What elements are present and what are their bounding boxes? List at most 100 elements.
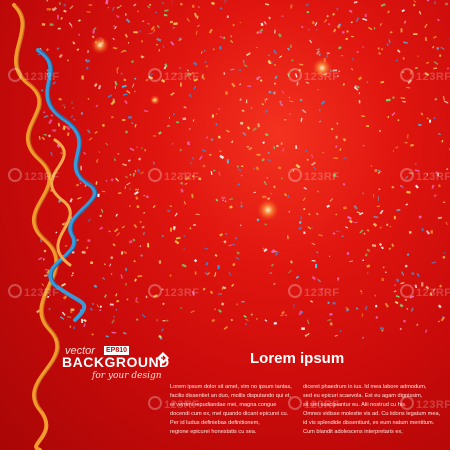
confetti-piece xyxy=(335,335,338,337)
confetti-piece xyxy=(431,261,436,264)
confetti-piece xyxy=(366,264,370,267)
confetti-piece xyxy=(257,123,260,127)
confetti-piece xyxy=(379,130,381,132)
confetti-piece xyxy=(256,154,260,156)
confetti-piece xyxy=(223,240,226,243)
confetti-piece xyxy=(429,120,431,123)
confetti-piece xyxy=(405,203,408,205)
confetti-piece xyxy=(146,195,149,198)
confetti-piece xyxy=(153,135,156,136)
confetti-piece xyxy=(240,224,242,226)
watermark: 123RF xyxy=(288,68,340,83)
confetti-piece xyxy=(305,150,307,151)
confetti-piece xyxy=(180,189,183,193)
confetti-piece xyxy=(362,46,364,47)
confetti-piece xyxy=(115,309,117,311)
confetti-piece xyxy=(427,0,430,2)
confetti-piece xyxy=(363,145,365,147)
confetti-piece xyxy=(264,319,267,322)
confetti-piece xyxy=(307,159,309,161)
confetti-piece xyxy=(174,240,179,244)
confetti-piece xyxy=(189,227,191,229)
confetti-piece xyxy=(330,198,333,202)
confetti-piece xyxy=(392,97,394,99)
confetti-piece xyxy=(326,205,330,208)
confetti-piece xyxy=(245,323,246,325)
confetti-piece xyxy=(43,111,45,113)
confetti-piece xyxy=(380,81,384,84)
confetti-piece xyxy=(432,46,435,49)
confetti-piece xyxy=(217,265,219,269)
confetti-piece xyxy=(372,244,376,247)
confetti-piece xyxy=(70,115,73,118)
confetti-piece xyxy=(341,236,343,237)
confetti-piece xyxy=(153,29,155,33)
confetti-piece xyxy=(437,19,440,21)
confetti-piece xyxy=(237,165,239,167)
confetti-piece xyxy=(391,243,394,247)
confetti-piece xyxy=(43,258,45,260)
confetti-piece xyxy=(343,138,347,142)
confetti-piece xyxy=(162,320,165,321)
confetti-piece xyxy=(205,262,208,266)
confetti-piece xyxy=(351,36,354,38)
confetti-piece xyxy=(230,35,232,37)
confetti-piece xyxy=(156,44,158,45)
confetti-piece xyxy=(373,216,378,218)
confetti-piece xyxy=(162,303,164,305)
confetti-piece xyxy=(116,232,120,236)
confetti-piece xyxy=(242,132,246,136)
confetti-piece xyxy=(97,194,99,197)
confetti-piece xyxy=(279,101,281,103)
confetti-piece xyxy=(71,27,73,29)
confetti-piece xyxy=(156,319,158,322)
confetti-piece xyxy=(122,85,127,88)
confetti-piece xyxy=(252,127,257,131)
confetti-piece xyxy=(115,86,116,89)
confetti-piece xyxy=(92,334,94,336)
confetti-piece xyxy=(105,0,108,4)
confetti-piece xyxy=(123,79,126,82)
confetti-piece xyxy=(267,151,270,154)
confetti-piece xyxy=(230,40,233,43)
confetti-piece xyxy=(209,154,211,155)
confetti-piece xyxy=(136,146,138,148)
confetti-piece xyxy=(123,93,128,95)
confetti-piece xyxy=(339,148,341,150)
confetti-piece xyxy=(391,186,394,189)
confetti-piece xyxy=(126,90,130,94)
confetti-piece xyxy=(307,226,311,229)
confetti-piece xyxy=(71,275,73,277)
confetti-piece xyxy=(227,159,230,164)
confetti-piece xyxy=(87,50,88,52)
confetti-piece xyxy=(394,284,396,286)
confetti-piece xyxy=(89,4,93,6)
confetti-piece xyxy=(48,308,51,311)
confetti-piece xyxy=(425,329,427,332)
confetti-piece xyxy=(389,247,392,250)
confetti-piece xyxy=(399,304,403,308)
confetti-piece xyxy=(111,116,113,118)
confetti-piece xyxy=(306,11,309,13)
confetti-piece xyxy=(94,285,98,288)
confetti-piece xyxy=(76,48,79,51)
confetti-piece xyxy=(381,3,386,7)
confetti-piece xyxy=(420,112,423,115)
confetti-piece xyxy=(381,48,384,51)
confetti-piece xyxy=(115,178,119,182)
confetti-piece xyxy=(67,316,71,318)
confetti-piece xyxy=(229,205,233,208)
confetti-piece xyxy=(327,319,331,321)
confetti-piece xyxy=(361,313,363,317)
confetti-piece xyxy=(287,235,288,239)
confetti-piece xyxy=(362,337,364,339)
confetti-piece xyxy=(295,145,297,149)
confetti-piece xyxy=(70,325,72,327)
confetti-piece xyxy=(442,256,445,259)
confetti-piece xyxy=(218,294,222,295)
confetti-piece xyxy=(391,112,395,116)
confetti-piece xyxy=(273,185,276,188)
confetti-piece xyxy=(140,254,143,257)
confetti-piece xyxy=(219,151,221,152)
confetti-piece xyxy=(83,323,86,327)
